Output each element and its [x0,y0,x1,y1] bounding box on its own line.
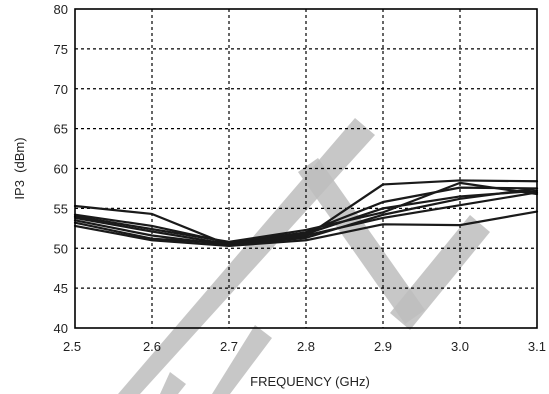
y-tick-label: 75 [54,42,68,57]
x-tick-label: 2.8 [297,339,315,354]
x-tick-label: 2.7 [220,339,238,354]
watermark [118,118,490,394]
series-line-2 [73,186,539,244]
y-tick-label: 50 [54,241,68,256]
grid [75,9,537,328]
x-axis-label: FREQUENCY (GHz) [250,374,370,389]
y-tick-label: 70 [54,82,68,97]
y-tick-label: 55 [54,201,68,216]
x-tick-label: 2.5 [63,339,81,354]
y-tick-label: 65 [54,122,68,137]
series-line-3 [73,189,539,246]
series-line-4 [73,187,539,247]
watermark-stroke-2 [298,158,425,324]
y-tick-label: 60 [54,162,68,177]
x-tick-label: 2.9 [374,339,392,354]
x-tick-label: 3.0 [451,339,469,354]
series-group [73,179,539,247]
tick-labels: 2.5 2.6 2.7 2.8 2.9 3.0 3.1 40 45 50 55 60 65 70 75 80 [54,2,546,354]
y-tick-label: 80 [54,2,68,17]
watermark-stroke-4 [212,325,272,394]
series-line-5 [73,191,539,245]
x-tick-label: 3.1 [528,339,546,354]
series-line-6 [73,210,539,247]
watermark-stroke-5 [160,372,186,394]
y-tick-label: 40 [54,321,68,336]
y-axis-label: IP3 (dBm) [12,137,27,199]
y-tick-label: 45 [54,281,68,296]
plot-frame [74,8,538,329]
series-line-7 [73,181,539,243]
x-tick-label: 2.6 [143,339,161,354]
watermark-stroke-3 [390,215,490,330]
